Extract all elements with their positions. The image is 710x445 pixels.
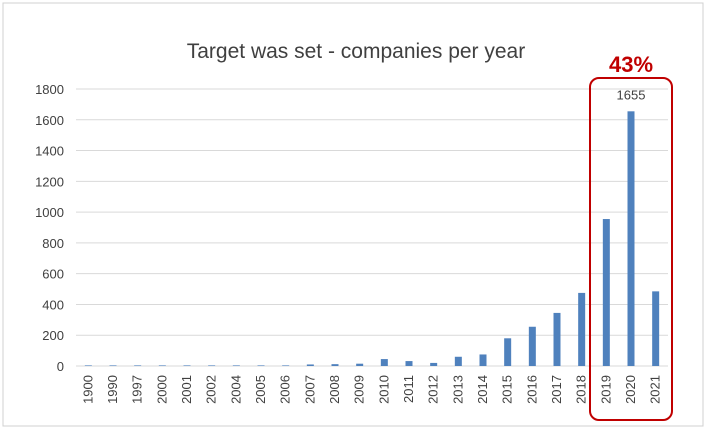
bar-2016 [528,326,536,366]
bar-1990 [109,365,117,366]
data-labels: 1655 [617,87,646,102]
x-tick-label: 2019 [598,375,613,404]
x-tick-label: 2012 [426,375,441,404]
x-tick-label: 2001 [179,375,194,404]
bar-2021 [652,291,660,366]
x-tick-label: 2018 [574,375,589,404]
bar-1997 [134,365,142,366]
bar-2019 [602,219,610,366]
highlight-box [589,77,673,421]
bar-2006 [282,365,290,366]
y-axis-ticks: 0 200 400 600 800 1000 1200 1400 1600 1800 [35,82,64,374]
y-tick-label: 1200 [35,174,64,189]
bar-2000 [158,365,166,366]
y-tick-label: 1600 [35,113,64,128]
bar-2010 [380,359,388,366]
data-label-2020: 1655 [617,87,646,102]
bar-2005 [257,365,265,366]
y-tick-label: 0 [57,359,64,374]
x-tick-label: 1900 [80,375,95,404]
chart-title: Target was set - companies per year [187,40,525,63]
x-tick-label: 2002 [204,375,219,404]
chart-frame [2,2,704,427]
x-tick-label: 1990 [105,375,120,404]
x-tick-label: 2021 [648,375,663,404]
bar-2009 [356,363,364,366]
y-tick-label: 1800 [35,82,64,97]
bars [84,111,660,366]
x-tick-label: 2006 [278,375,293,404]
x-tick-label: 2011 [401,375,416,403]
x-tick-label: 1997 [130,375,145,404]
x-tick-label: 2000 [154,375,169,404]
bar-2004 [232,365,240,366]
bar-2013 [454,356,462,366]
y-tick-label: 600 [42,267,64,282]
x-tick-label: 2004 [228,375,243,404]
bar-2002 [208,365,216,366]
bar-2007 [306,364,314,366]
x-tick-label: 2005 [253,375,268,404]
bar-2014 [479,354,487,366]
x-tick-label: 2013 [450,375,465,404]
bar-2008 [331,364,339,366]
x-tick-label: 2015 [500,375,515,404]
x-axis-ticks: 1900 1990 1997 2000 2001 2002 2004 2005 2006 2007… [80,375,662,404]
x-tick-label: 2008 [327,375,342,404]
bar-2012 [430,362,438,366]
x-tick-label: 2016 [524,375,539,404]
highlight-percentage: 43% [609,52,653,77]
y-tick-label: 800 [42,236,64,251]
x-tick-label: 2020 [623,375,638,404]
bar-1900 [84,365,92,366]
x-tick-label: 2014 [475,375,490,404]
gridlines [76,88,668,367]
bar-2011 [405,361,413,366]
x-tick-label: 2010 [376,375,391,404]
bar-2001 [183,365,191,366]
x-tick-label: 2007 [302,375,317,404]
bar-2020 [627,111,635,366]
y-tick-label: 1400 [35,144,64,159]
x-tick-label: 2009 [352,375,367,404]
x-tick-label: 2017 [549,375,564,404]
bar-2018 [578,292,586,366]
y-tick-label: 200 [42,328,64,343]
y-tick-label: 1000 [35,205,64,220]
highlight-callout: 43% [589,52,673,421]
bar-2015 [504,338,512,366]
bar-2017 [553,312,561,366]
y-tick-label: 400 [42,297,64,312]
